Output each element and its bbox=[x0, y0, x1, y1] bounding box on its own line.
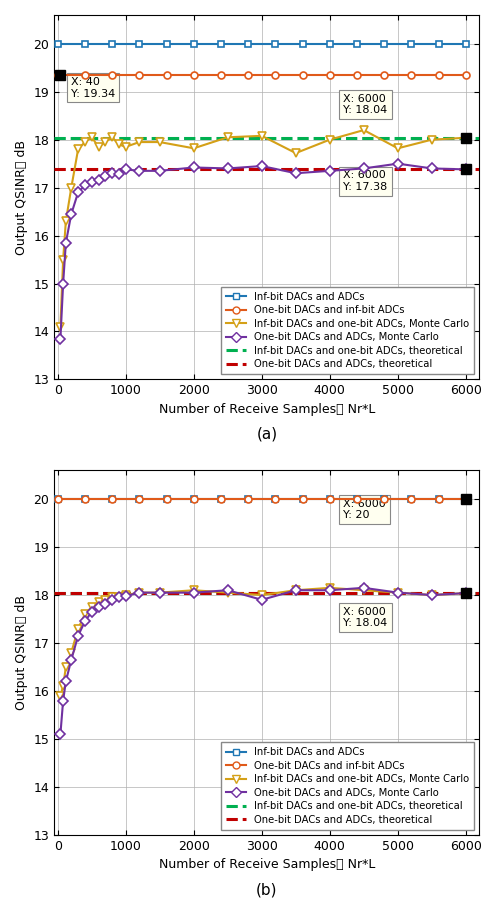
X-axis label: Number of Receive Samples： Nr*L: Number of Receive Samples： Nr*L bbox=[159, 858, 375, 872]
Y-axis label: Output QSINR： dB: Output QSINR： dB bbox=[15, 595, 28, 710]
Legend: Inf-bit DACs and ADCs, One-bit DACs and inf-bit ADCs, Inf-bit DACs and one-bit A: Inf-bit DACs and ADCs, One-bit DACs and … bbox=[221, 287, 475, 374]
Legend: Inf-bit DACs and ADCs, One-bit DACs and inf-bit ADCs, Inf-bit DACs and one-bit A: Inf-bit DACs and ADCs, One-bit DACs and … bbox=[221, 742, 475, 830]
Text: (b): (b) bbox=[256, 882, 277, 897]
Text: X: 6000
Y: 17.38: X: 6000 Y: 17.38 bbox=[344, 170, 387, 192]
Y-axis label: Output QSINR： dB: Output QSINR： dB bbox=[15, 140, 28, 255]
Text: X: 6000
Y: 18.04: X: 6000 Y: 18.04 bbox=[344, 93, 387, 115]
Text: X: 40
Y: 19.34: X: 40 Y: 19.34 bbox=[71, 77, 116, 99]
Text: X: 6000
Y: 20: X: 6000 Y: 20 bbox=[344, 498, 386, 520]
X-axis label: Number of Receive Samples： Nr*L: Number of Receive Samples： Nr*L bbox=[159, 403, 375, 416]
Text: X: 6000
Y: 18.04: X: 6000 Y: 18.04 bbox=[344, 607, 387, 628]
Text: (a): (a) bbox=[256, 427, 277, 442]
